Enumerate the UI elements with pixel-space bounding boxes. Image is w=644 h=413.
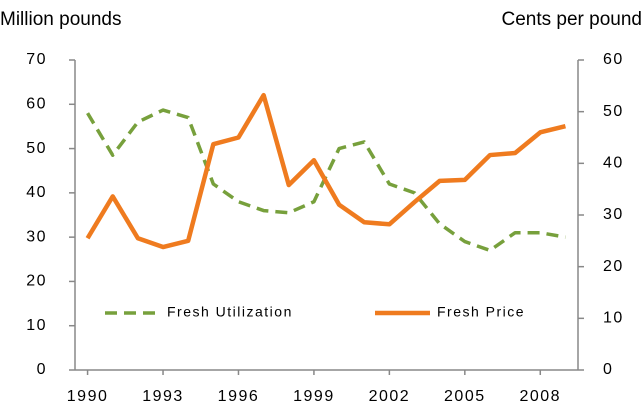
y-axis-label: Million pounds bbox=[0, 9, 121, 30]
x-tick-label: 1990 bbox=[67, 388, 109, 405]
y2-tick-label: 60 bbox=[603, 51, 624, 68]
y-tick-label: 40 bbox=[26, 184, 47, 201]
legend-label: Fresh Price bbox=[437, 304, 525, 320]
y2-tick-label: 0 bbox=[603, 361, 613, 378]
series-line bbox=[85, 92, 566, 250]
y2-tick-label: 20 bbox=[603, 258, 624, 275]
x-tick-label: 2005 bbox=[444, 388, 486, 405]
legend-label: Fresh Utilization bbox=[167, 304, 293, 320]
y-tick-label: 50 bbox=[26, 140, 47, 157]
y-tick-label: 30 bbox=[26, 228, 47, 245]
x-tick-label: 2002 bbox=[369, 388, 411, 405]
y-tick-label: 10 bbox=[26, 317, 47, 334]
x-tick-label: 2008 bbox=[519, 388, 561, 405]
y2-tick-label: 40 bbox=[603, 155, 624, 172]
y-tick-label: 20 bbox=[26, 273, 47, 290]
y-tick-label: 0 bbox=[37, 361, 47, 378]
series-line bbox=[86, 108, 566, 253]
y2-axis-label: Cents per pound bbox=[502, 9, 643, 30]
y2-tick-label: 10 bbox=[603, 310, 624, 327]
y-tick-label: 70 bbox=[26, 51, 47, 68]
x-tick-label: 1999 bbox=[293, 388, 335, 405]
y2-tick-label: 50 bbox=[603, 103, 624, 120]
x-tick-label: 1993 bbox=[142, 388, 184, 405]
y-tick-label: 60 bbox=[26, 96, 47, 113]
y2-tick-label: 30 bbox=[603, 206, 624, 223]
x-tick-label: 1996 bbox=[218, 388, 260, 405]
